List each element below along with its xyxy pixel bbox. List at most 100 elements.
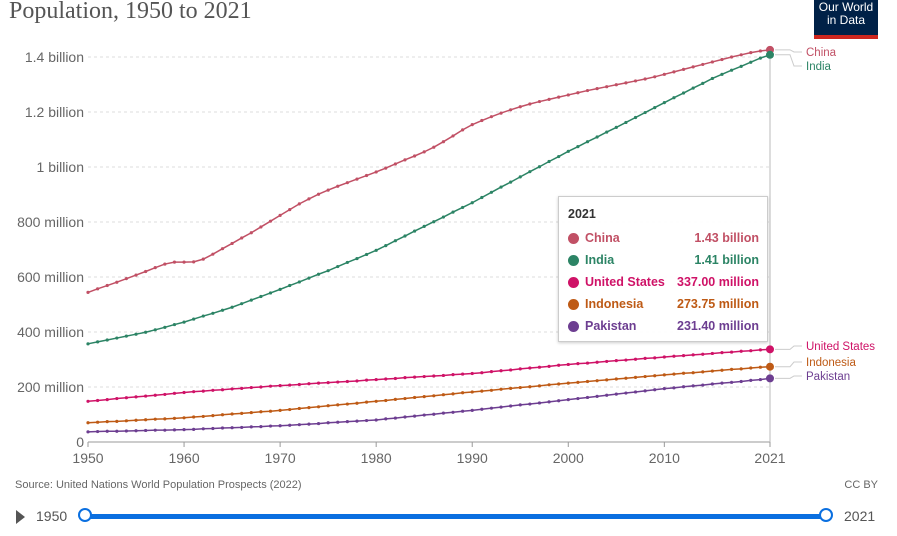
data-point bbox=[605, 378, 609, 382]
data-point bbox=[249, 385, 253, 390]
data-point bbox=[499, 369, 503, 373]
data-point bbox=[672, 354, 676, 358]
data-point bbox=[326, 269, 330, 273]
data-point bbox=[672, 386, 676, 390]
data-point bbox=[624, 358, 628, 362]
data-point bbox=[441, 215, 446, 219]
owid-logo[interactable]: Our World in Data bbox=[814, 0, 878, 39]
source-note[interactable]: Source: United Nations World Population … bbox=[15, 479, 302, 491]
data-point bbox=[557, 95, 561, 99]
data-point bbox=[393, 397, 397, 401]
timeline-slider[interactable] bbox=[85, 514, 827, 519]
data-point bbox=[489, 190, 494, 194]
data-point bbox=[710, 369, 714, 373]
label-connector bbox=[775, 345, 802, 350]
data-point bbox=[653, 75, 657, 79]
data-point bbox=[720, 57, 724, 62]
data-point bbox=[182, 416, 186, 420]
data-point bbox=[96, 340, 100, 344]
data-point bbox=[96, 287, 100, 291]
data-point bbox=[528, 366, 532, 370]
data-point bbox=[297, 406, 301, 411]
data-point bbox=[230, 387, 234, 391]
data-point bbox=[307, 382, 311, 386]
data-point bbox=[470, 390, 474, 394]
data-point bbox=[509, 386, 513, 390]
data-point bbox=[422, 413, 426, 417]
data-point bbox=[268, 384, 273, 388]
line-chart: 0 200 million 400 million 600 million 800 mi… bbox=[17, 45, 875, 466]
data-point bbox=[153, 328, 157, 332]
data-point bbox=[336, 403, 340, 407]
data-point bbox=[758, 365, 762, 369]
data-point bbox=[355, 177, 359, 181]
data-point bbox=[662, 373, 666, 377]
data-point bbox=[297, 202, 301, 206]
data-point bbox=[662, 101, 666, 105]
label-connector bbox=[775, 361, 802, 368]
data-point bbox=[701, 62, 705, 67]
tooltip-series-name: India bbox=[585, 253, 615, 267]
data-point bbox=[288, 208, 292, 212]
data-point bbox=[172, 416, 177, 420]
data-point bbox=[403, 415, 407, 419]
timeline-end-handle[interactable] bbox=[819, 508, 833, 522]
data-point bbox=[681, 371, 686, 375]
play-icon[interactable] bbox=[16, 510, 25, 524]
data-point bbox=[509, 368, 513, 372]
data-point bbox=[124, 419, 129, 423]
data-point bbox=[566, 362, 570, 367]
tooltip-value: 1.43 billion bbox=[694, 231, 759, 245]
data-point bbox=[729, 367, 734, 371]
data-point bbox=[374, 377, 378, 382]
tooltip-row: Pakistan 231.40 million bbox=[559, 315, 767, 337]
data-point bbox=[749, 378, 753, 382]
timeline-start-handle[interactable] bbox=[78, 508, 92, 522]
data-point bbox=[461, 409, 465, 413]
data-point bbox=[681, 385, 686, 389]
data-point bbox=[749, 51, 753, 55]
tooltip-row: China 1.43 billion bbox=[559, 227, 767, 249]
data-point bbox=[499, 387, 503, 391]
data-point bbox=[566, 398, 570, 402]
data-point bbox=[576, 91, 580, 95]
legend-dot-icon bbox=[568, 298, 579, 310]
data-point bbox=[134, 273, 138, 277]
data-point bbox=[585, 140, 590, 144]
data-point bbox=[643, 356, 647, 360]
data-point bbox=[537, 384, 542, 388]
data-point bbox=[86, 399, 90, 403]
data-point bbox=[605, 85, 609, 89]
data-point bbox=[211, 414, 215, 418]
data-point bbox=[278, 213, 282, 217]
series-line-india bbox=[87, 54, 771, 345]
series-line-pakistan bbox=[87, 377, 771, 433]
data-point bbox=[268, 424, 273, 428]
data-point bbox=[144, 330, 148, 334]
data-point bbox=[278, 384, 282, 388]
data-point bbox=[278, 408, 282, 412]
data-point bbox=[412, 154, 417, 158]
data-point bbox=[766, 362, 774, 371]
data-point bbox=[134, 429, 138, 433]
data-point bbox=[739, 64, 743, 68]
data-point bbox=[672, 372, 676, 376]
data-point bbox=[134, 332, 138, 336]
data-point bbox=[758, 348, 762, 352]
data-point bbox=[432, 374, 436, 378]
series-line-indonesia bbox=[87, 365, 771, 424]
legend-dot-icon bbox=[568, 254, 579, 266]
data-point bbox=[595, 360, 599, 364]
data-point bbox=[614, 83, 618, 87]
data-point bbox=[470, 408, 474, 412]
data-point bbox=[220, 388, 225, 392]
data-point bbox=[633, 115, 638, 120]
data-point bbox=[134, 418, 138, 422]
data-point bbox=[691, 86, 695, 90]
tooltip-series-name: United States bbox=[585, 275, 665, 289]
data-point bbox=[345, 379, 349, 384]
data-point bbox=[518, 367, 522, 371]
license-link[interactable]: CC BY bbox=[844, 479, 878, 491]
y-tick-label: 600 million bbox=[17, 269, 84, 285]
data-point bbox=[749, 366, 753, 370]
